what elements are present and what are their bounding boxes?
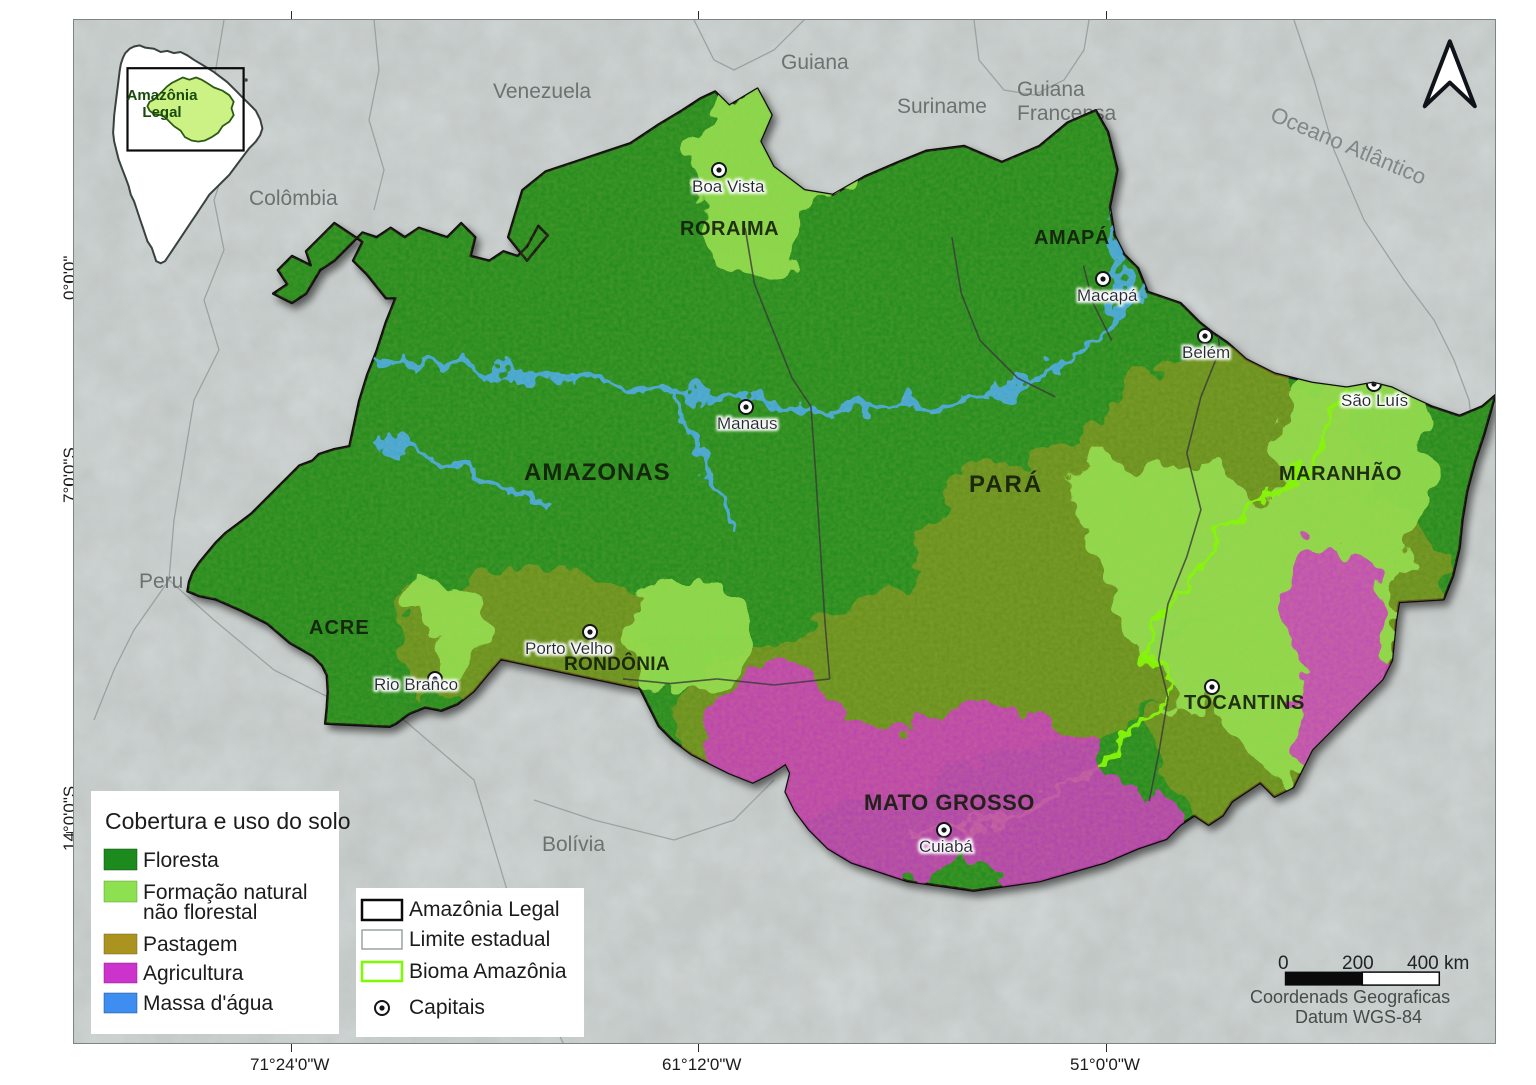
svg-text:200: 200 xyxy=(1342,953,1374,974)
svg-text:Amazônia Legal: Amazônia Legal xyxy=(409,898,560,921)
svg-text:Belém: Belém xyxy=(1182,343,1230,362)
svg-text:Venezuela: Venezuela xyxy=(493,80,591,103)
svg-text:ACRE: ACRE xyxy=(309,617,370,639)
svg-text:Rio Branco: Rio Branco xyxy=(374,675,458,694)
svg-text:Massa d'água: Massa d'água xyxy=(143,992,273,1015)
svg-text:Coordenads Geograficas: Coordenads Geograficas xyxy=(1250,987,1450,1007)
svg-text:Legal: Legal xyxy=(142,104,181,121)
svg-text:Manaus: Manaus xyxy=(717,414,777,433)
svg-text:não florestal: não florestal xyxy=(143,901,257,924)
svg-text:Bioma Amazônia: Bioma Amazônia xyxy=(409,960,567,983)
svg-text:RORAIMA: RORAIMA xyxy=(680,218,779,240)
svg-text:AMAPÁ: AMAPÁ xyxy=(1034,226,1110,249)
svg-text:Datum WGS-84: Datum WGS-84 xyxy=(1295,1007,1422,1027)
svg-text:Pastagem: Pastagem xyxy=(143,933,238,956)
svg-text:Porto Velho: Porto Velho xyxy=(525,639,613,658)
svg-text:Agricultura: Agricultura xyxy=(143,962,244,985)
svg-text:Suriname: Suriname xyxy=(897,95,987,118)
svg-text:Floresta: Floresta xyxy=(143,849,219,872)
svg-text:Colômbia: Colômbia xyxy=(249,187,338,210)
svg-text:MARANHÃO: MARANHÃO xyxy=(1279,462,1402,485)
svg-text:AMAZONAS: AMAZONAS xyxy=(524,459,671,486)
svg-text:Macapá: Macapá xyxy=(1077,286,1138,305)
svg-text:400 km: 400 km xyxy=(1407,953,1469,974)
svg-text:Peru: Peru xyxy=(139,570,183,593)
svg-text:Boa Vista: Boa Vista xyxy=(692,177,765,196)
svg-text:0: 0 xyxy=(1278,953,1289,974)
svg-text:Amazônia: Amazônia xyxy=(127,87,199,104)
svg-text:São Luís: São Luís xyxy=(1341,391,1408,410)
svg-text:Cobertura e uso do solo: Cobertura e uso do solo xyxy=(105,808,351,834)
svg-text:Limite estadual: Limite estadual xyxy=(409,928,550,951)
svg-text:Guiana: Guiana xyxy=(781,51,849,74)
svg-text:TOCANTINS: TOCANTINS xyxy=(1184,692,1305,714)
svg-text:MATO GROSSO: MATO GROSSO xyxy=(864,790,1035,815)
svg-text:PARÁ: PARÁ xyxy=(969,470,1043,498)
svg-text:Bolívia: Bolívia xyxy=(542,833,605,856)
svg-text:Cuiabá: Cuiabá xyxy=(919,837,973,856)
svg-text:Guiana: Guiana xyxy=(1017,78,1085,101)
svg-text:Capitais: Capitais xyxy=(409,996,485,1019)
